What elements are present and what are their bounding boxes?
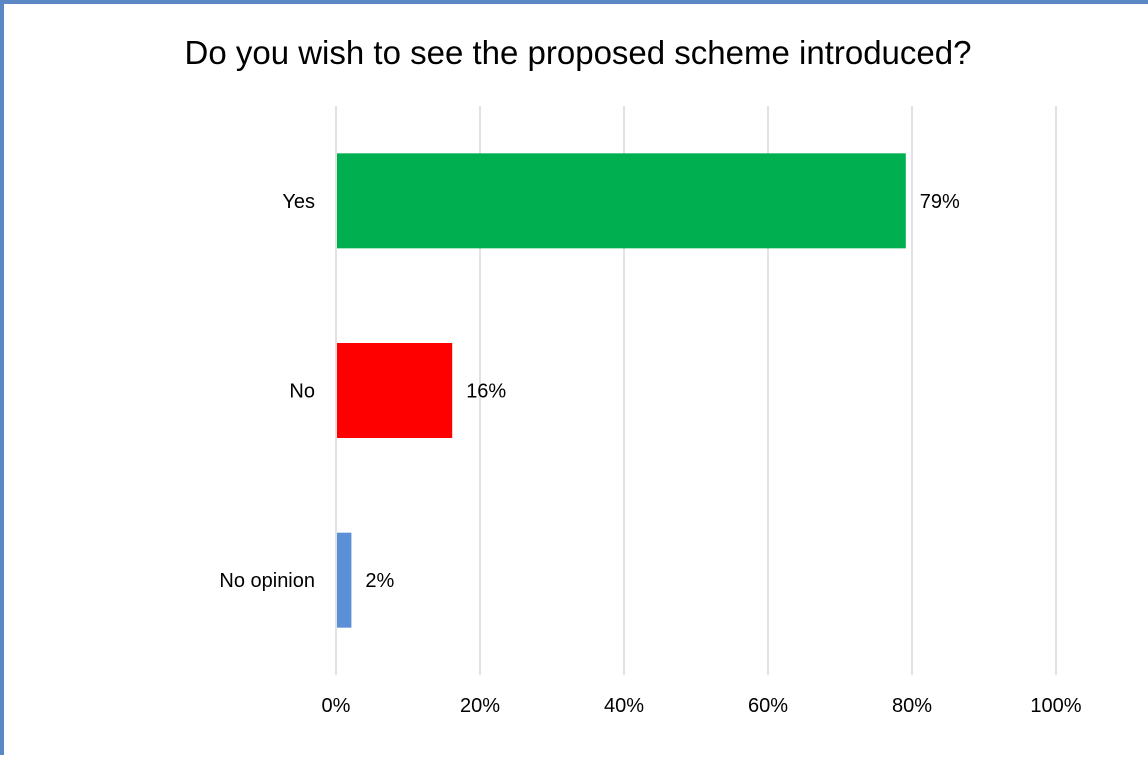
bar [337, 343, 453, 438]
category-label: No opinion [219, 570, 315, 592]
bar-chart: 0% 20% 40% 60% 80% 100% Yes 79% No 16% No opinion 2… [219, 106, 1082, 717]
chart-title: Do you wish to see the proposed scheme i… [184, 34, 972, 71]
data-label: 79% [920, 191, 960, 213]
category-label: Yes [282, 191, 315, 213]
category-label: No [289, 381, 315, 403]
bar [337, 153, 906, 249]
x-tick-label: 80% [892, 695, 932, 717]
x-tick-label: 40% [604, 695, 644, 717]
x-tick-label: 100% [1030, 695, 1081, 717]
bar [337, 532, 352, 628]
data-label: 16% [466, 381, 506, 403]
data-label: 2% [365, 570, 394, 592]
bars [337, 153, 906, 628]
x-tick-label: 60% [748, 695, 788, 717]
x-tick-label: 0% [322, 695, 351, 717]
labels: 0% 20% 40% 60% 80% 100% Yes 79% No 16% No opinion 2… [219, 191, 1081, 717]
x-tick-label: 20% [460, 695, 500, 717]
